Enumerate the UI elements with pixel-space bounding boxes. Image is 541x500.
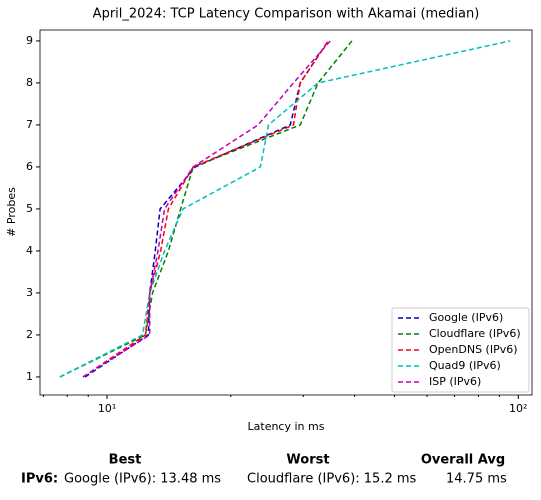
x-tick-label: 10² [509,402,527,415]
data-line [84,40,329,378]
y-tick-label: 2 [26,328,33,341]
y-tick-label: 8 [26,76,33,89]
y-tick-label: 7 [26,118,33,131]
data-line [82,40,329,378]
data-line [82,40,331,378]
y-tick-label: 4 [26,244,33,257]
chart-title: April_2024: TCP Latency Comparison with … [93,7,480,22]
summary-header: Overall Avg [421,453,505,468]
data-line [59,40,353,378]
legend-box [391,307,530,393]
y-tick-label: 3 [26,286,33,299]
y-tick-label: 6 [26,160,33,173]
y-tick-label: 9 [26,34,33,47]
y-tick-label: 5 [26,202,33,215]
plot-area [39,29,533,396]
summary-header: Best [109,453,142,468]
legend-label: ISP (IPv6) [429,375,481,388]
x-axis-label: Latency in ms [248,420,325,433]
y-axis-label: # Probes [5,187,18,237]
legend-label: Google (IPv6) [429,311,503,324]
legend-label: Cloudflare (IPv6) [429,327,521,340]
legend-label: Quad9 (IPv6) [429,359,501,372]
summary-avg: 14.75 ms [446,472,507,487]
summary-worst: Cloudflare (IPv6): 15.2 ms [247,472,417,487]
data-line [59,40,511,378]
legend-label: OpenDNS (IPv6) [429,343,518,356]
summary-row-label: IPv6: [21,472,58,487]
y-tick-label: 1 [26,370,33,383]
summary-best: Google (IPv6): 13.48 ms [64,472,221,487]
x-tick-label: 10¹ [98,402,116,415]
summary-header: Worst [286,453,329,468]
